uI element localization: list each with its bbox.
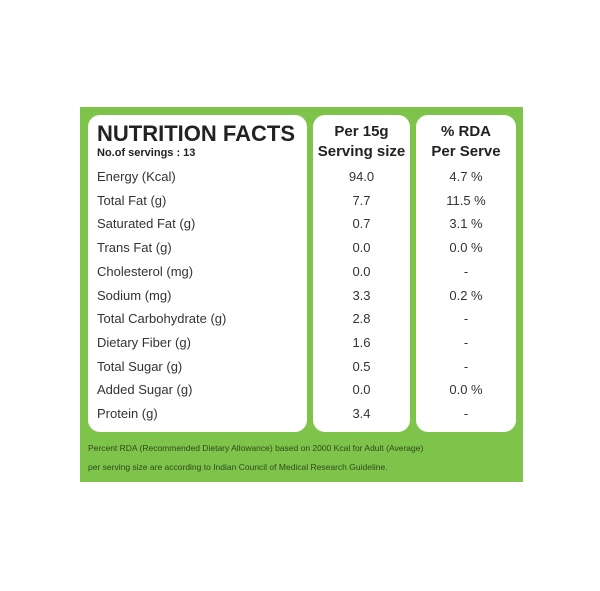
nutrient-name: Trans Fat (g) bbox=[97, 240, 172, 256]
rda-value: - bbox=[463, 263, 469, 279]
nutrient-name: Sodium (mg) bbox=[97, 287, 172, 303]
nutrient-name: Total Carbohydrate (g) bbox=[97, 311, 227, 327]
servings: No.of servings : 13 bbox=[97, 147, 196, 159]
rda-value: - bbox=[463, 406, 469, 421]
nutrient-name: Cholesterol (mg) bbox=[97, 263, 194, 279]
label-panel: NUTRITION FACTS No.of servings : 13 Per … bbox=[80, 107, 523, 482]
nutrient-name: Added Sugar (g) bbox=[97, 382, 193, 398]
serving-value: 0.0 bbox=[352, 263, 371, 279]
title: NUTRITION FACTS bbox=[97, 121, 295, 146]
column-header: Per Serve bbox=[431, 143, 501, 160]
serving-value: 7.7 bbox=[352, 192, 371, 208]
name-column bbox=[88, 115, 307, 432]
nutrient-name: Total Fat (g) bbox=[97, 192, 167, 208]
serving-value: 0.0 bbox=[352, 382, 371, 398]
nutrient-name: Saturated Fat (g) bbox=[97, 216, 196, 232]
rda-value: 4.7 % bbox=[449, 169, 483, 184]
nutrient-name: Dietary Fiber (g) bbox=[97, 334, 191, 350]
rda-value: 11.5 % bbox=[446, 192, 486, 208]
serving-value: 2.8 bbox=[352, 311, 371, 327]
serving-value: 94.0 bbox=[348, 169, 375, 184]
rda-value: 0.0 % bbox=[449, 382, 483, 398]
serving-value: 1.6 bbox=[352, 334, 371, 350]
rda-value: - bbox=[463, 358, 469, 374]
rda-column bbox=[416, 115, 516, 432]
rda-value: - bbox=[463, 334, 469, 350]
column-header: Per 15g bbox=[334, 123, 389, 140]
column-header: % RDA bbox=[440, 123, 491, 140]
footnote: per serving size are according to Indian… bbox=[88, 462, 388, 472]
column-header: Serving size bbox=[317, 143, 406, 160]
rda-value: 3.1 % bbox=[449, 216, 483, 232]
rda-value: 0.0 % bbox=[449, 240, 483, 256]
rda-value: 0.2 % bbox=[449, 287, 483, 303]
serving-value: 0.5 bbox=[352, 358, 371, 374]
footnote: Percent RDA (Recommended Dietary Allowan… bbox=[88, 443, 424, 453]
nutrient-name: Protein (g) bbox=[97, 406, 158, 421]
serving-value: 3.3 bbox=[352, 287, 371, 303]
nutrient-name: Energy (Kcal) bbox=[97, 169, 176, 184]
rda-value: - bbox=[463, 311, 469, 327]
serving-value: 3.4 bbox=[352, 406, 371, 421]
serving-value: 0.7 bbox=[352, 216, 371, 232]
serving-value: 0.0 bbox=[352, 240, 371, 256]
nutrient-name: Total Sugar (g) bbox=[97, 358, 183, 374]
serving-column bbox=[313, 115, 410, 432]
